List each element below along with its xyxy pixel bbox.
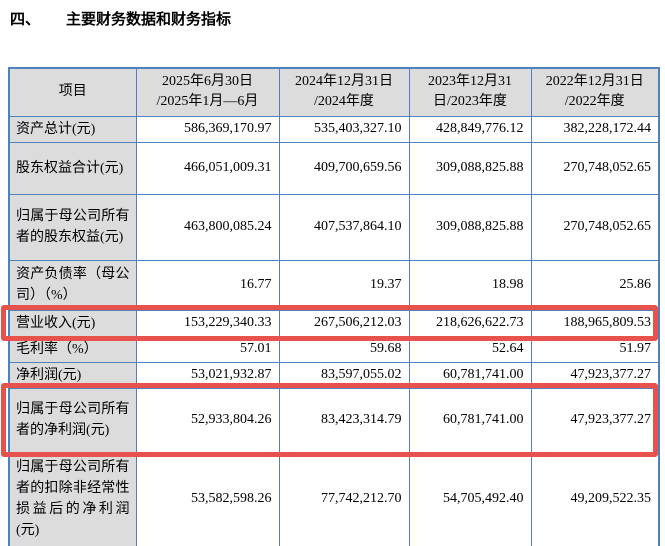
table-row: 资产负债率（母公司）（%） 16.77 19.37 18.98 25.86 (8, 259, 660, 311)
column-header-line2: 日/2023年度 (433, 94, 507, 110)
cell-value: 309,088,825.88 (408, 141, 532, 195)
column-header-line1: 2024年12月31日 (295, 74, 393, 90)
cell-value: 18.98 (408, 259, 532, 311)
table-row: 归属于母公司所有者的股东权益(元) 463,800,085.24 407,537,8… (8, 193, 660, 261)
cell-value: 51.97 (530, 335, 660, 363)
row-label: 资产负债率（母公司）（%） (8, 259, 137, 311)
table-row: 净利润(元) 53,021,932.87 83,597,055.02 60,781,7… (8, 361, 660, 389)
cell-value: 52.64 (408, 335, 532, 363)
row-label: 归属于母公司所有者的扣除非经常性损益后的净利润(元) (8, 451, 137, 546)
cell-value: 267,506,212.03 (278, 309, 410, 337)
cell-value: 83,423,314.79 (278, 387, 410, 453)
cell-value: 52,933,804.26 (135, 387, 280, 453)
column-header-line2: /2022年度 (564, 94, 625, 110)
financial-indicators-table: 项目 2025年6月30日/2025年1月—6月 2024年12月31日/2024年… (8, 67, 660, 546)
cell-value: 409,700,659.56 (278, 141, 410, 195)
column-header: 2025年6月30日/2025年1月—6月 (135, 67, 280, 117)
cell-value: 535,403,327.10 (278, 115, 410, 143)
cell-value: 16.77 (135, 259, 280, 311)
cell-value: 53,582,598.26 (135, 451, 280, 546)
cell-value: 47,923,377.27 (530, 387, 660, 453)
table-row: 股东权益合计(元) 466,051,009.31 409,700,659.56 309… (8, 141, 660, 195)
section-heading: 四、 主要财务数据和财务指标 (10, 8, 231, 29)
cell-value: 407,537,864.10 (278, 193, 410, 261)
column-header-line1: 项目 (58, 84, 87, 100)
cell-value: 188,965,809.53 (530, 309, 660, 337)
column-header-line1: 2023年12月31 (428, 74, 512, 90)
cell-value: 463,800,085.24 (135, 193, 280, 261)
row-label: 营业收入(元) (8, 309, 137, 337)
cell-value: 83,597,055.02 (278, 361, 410, 389)
cell-value: 19.37 (278, 259, 410, 311)
cell-value: 77,742,212.70 (278, 451, 410, 546)
cell-value: 153,229,340.33 (135, 309, 280, 337)
cell-value: 382,228,172.44 (530, 115, 660, 143)
cell-value: 47,923,377.27 (530, 361, 660, 389)
column-header: 2023年12月31 日/2023年度 (408, 67, 532, 117)
cell-value: 60,781,741.00 (408, 361, 532, 389)
cell-value: 428,849,776.12 (408, 115, 532, 143)
cell-value: 57.01 (135, 335, 280, 363)
cell-value: 60,781,741.00 (408, 387, 532, 453)
column-header: 2022年12月31日/2022年度 (530, 67, 660, 117)
column-header-line2: /2025年1月—6月 (156, 94, 259, 110)
table-header-row: 项目 2025年6月30日/2025年1月—6月 2024年12月31日/2024年… (8, 67, 660, 117)
cell-value: 54,705,492.40 (408, 451, 532, 546)
row-label: 归属于母公司所有者的股东权益(元) (8, 193, 137, 261)
table-row: 资产总计(元) 586,369,170.97 535,403,327.10 428,8… (8, 115, 660, 143)
row-label: 净利润(元) (8, 361, 137, 389)
table-row: 归属于母公司所有者的净利润(元) 52,933,804.26 83,423,314.… (8, 387, 660, 453)
cell-value: 309,088,825.88 (408, 193, 532, 261)
row-label: 归属于母公司所有者的净利润(元) (8, 387, 137, 453)
column-header-line1: 2022年12月31日 (545, 74, 644, 90)
cell-value: 53,021,932.87 (135, 361, 280, 389)
column-header: 项目 (8, 67, 137, 117)
cell-value: 59.68 (278, 335, 410, 363)
section-title: 主要财务数据和财务指标 (66, 11, 232, 28)
column-header-line1: 2025年6月30日 (162, 74, 253, 90)
cell-value: 270,748,052.65 (530, 193, 660, 261)
cell-value: 49,209,522.35 (530, 451, 660, 546)
cell-value: 586,369,170.97 (135, 115, 280, 143)
cell-value: 466,051,009.31 (135, 141, 280, 195)
table-row: 毛利率（%） 57.01 59.68 52.64 51.97 (8, 335, 660, 363)
column-header-line2: /2024年度 (314, 94, 374, 110)
row-label: 毛利率（%） (8, 335, 137, 363)
column-header: 2024年12月31日/2024年度 (278, 67, 410, 117)
row-label: 资产总计(元) (8, 115, 137, 143)
table-row: 营业收入(元) 153,229,340.33 267,506,212.03 218,6… (8, 309, 660, 337)
cell-value: 218,626,622.73 (408, 309, 532, 337)
cell-value: 270,748,052.65 (530, 141, 660, 195)
table-row: 归属于母公司所有者的扣除非经常性损益后的净利润(元) 53,582,598.26 7… (8, 451, 660, 546)
section-number: 四、 (10, 11, 41, 28)
row-label: 股东权益合计(元) (8, 141, 137, 195)
cell-value: 25.86 (530, 259, 660, 311)
